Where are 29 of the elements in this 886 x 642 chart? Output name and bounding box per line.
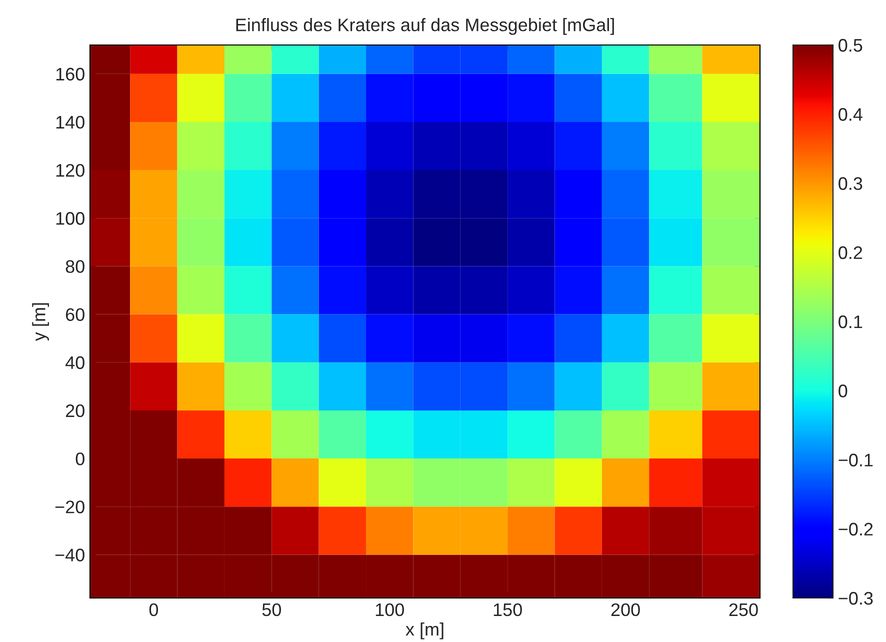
color-bar-label: −0.3	[838, 592, 873, 605]
color-bar-label: −0.2	[838, 522, 873, 536]
y-tick-label: 140	[56, 116, 84, 129]
y-tick-label: −20	[55, 500, 84, 514]
y-tick-label: −40	[55, 548, 84, 562]
y-tick-label: 120	[56, 164, 84, 177]
y-tick-label: 40	[65, 356, 84, 370]
y-tick-label: 0	[76, 452, 84, 466]
chart-title: Einfluss des Kraters auf das Messgebiet [mGal]	[236, 18, 614, 35]
color-bar-label: 0.5	[838, 38, 862, 52]
x-tick-label: 100	[376, 603, 404, 616]
color-bar-label: 0.3	[838, 177, 862, 190]
x-tick-label: 150	[494, 603, 522, 616]
y-axis-title: y [m]	[32, 303, 49, 342]
y-tick-label: 20	[66, 404, 84, 418]
color-bar-label: 0.1	[838, 315, 862, 328]
y-tick-label: 80	[66, 260, 84, 273]
x-tick-label: 250	[729, 603, 758, 616]
y-tick-label: 60	[66, 308, 84, 322]
y-tick-label: 160	[56, 68, 84, 81]
color-bar-label: 0.2	[838, 246, 862, 260]
color-bar-label: 0	[838, 384, 848, 398]
color-bar-label: −0.1	[838, 454, 873, 466]
x-tick-label: 200	[611, 603, 640, 616]
x-tick-label: 0	[149, 603, 158, 616]
y-tick-label: 100	[56, 212, 84, 225]
x-tick-label: 50	[262, 603, 281, 616]
x-axis-title: x [m]	[406, 622, 444, 640]
color-bar-label: 0.4	[838, 108, 862, 121]
